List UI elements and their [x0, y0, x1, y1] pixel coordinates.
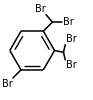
Text: Br: Br	[2, 79, 12, 89]
Text: Br: Br	[66, 34, 76, 44]
Text: Br: Br	[63, 17, 73, 27]
Text: Br: Br	[35, 4, 46, 14]
Text: Br: Br	[66, 60, 76, 70]
